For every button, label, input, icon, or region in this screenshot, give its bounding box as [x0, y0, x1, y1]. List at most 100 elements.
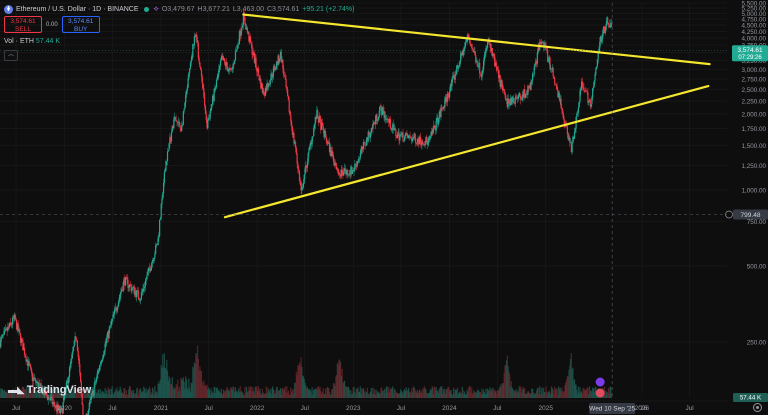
volume-bar [437, 390, 439, 398]
candle-body [294, 141, 297, 148]
volume-bar [69, 389, 71, 398]
volume-bar [256, 386, 258, 398]
volume-bar [498, 390, 500, 398]
volume-bar [106, 394, 109, 398]
volume-legend[interactable]: Vol · ETH 57.44 K [4, 38, 60, 45]
volume-bar [296, 374, 298, 398]
candle-body [201, 76, 203, 85]
candle-body [230, 68, 232, 69]
candle-body [244, 17, 246, 25]
candle-body [548, 57, 550, 60]
candle-body [588, 99, 591, 102]
trendlines[interactable] [223, 13, 711, 219]
volume-bar [356, 388, 358, 398]
candle-body [459, 60, 461, 66]
volume-bar [182, 377, 184, 398]
volume-bar [343, 381, 345, 398]
candle-body [210, 108, 212, 111]
volume-bar [18, 386, 20, 398]
volume-bar [489, 387, 491, 398]
collapse-legend-chevron-icon[interactable]: ︿ [4, 50, 18, 61]
candle-body [145, 279, 147, 281]
candle-body [392, 124, 394, 130]
candle-body [200, 67, 202, 71]
event-badge-icon [595, 377, 605, 387]
volume-bar [462, 389, 464, 398]
volume-bar [186, 387, 188, 398]
volume-bar [554, 389, 557, 398]
volume-bar [528, 393, 531, 398]
volume-bar [387, 392, 389, 398]
volume-bar [410, 391, 412, 398]
candle-body [125, 277, 127, 286]
compare-icon[interactable]: ⟡ [153, 4, 159, 13]
volume-bar [149, 388, 151, 398]
tradingview-logo[interactable]: ▬◣ TradingView [8, 384, 91, 396]
time-tick-label: Jul [493, 405, 502, 412]
candle-body [66, 380, 68, 383]
candle-body [200, 70, 203, 77]
volume-bar [544, 392, 546, 398]
candle-body [388, 119, 390, 123]
candle-body [479, 73, 482, 75]
sell-button[interactable]: 3,574.61 SELL [4, 16, 42, 33]
candle-body [47, 396, 49, 400]
candle-body [342, 172, 344, 176]
volume-bar [528, 391, 530, 398]
candle-body [604, 30, 606, 34]
volume-bar [185, 376, 187, 398]
volume-bar [338, 359, 340, 398]
candle-body [460, 53, 463, 56]
candle-body [237, 44, 239, 46]
volume-bar [376, 394, 378, 398]
candle-body [390, 128, 392, 130]
volume-bar [565, 379, 568, 398]
volume-bar [21, 386, 23, 398]
candle-body [19, 329, 21, 334]
candle-body [465, 41, 467, 43]
candle-body [68, 367, 71, 377]
volume-bar [383, 389, 385, 398]
price-tick-label: 2,750.00 [741, 77, 766, 84]
volume-bar [542, 387, 544, 398]
candle-body [319, 116, 321, 120]
candle-body [87, 409, 90, 415]
candle-body [295, 147, 297, 154]
volume-bar [364, 390, 366, 398]
candle-body [535, 61, 537, 66]
volume-bar [78, 386, 80, 398]
volume-bar [375, 389, 377, 398]
candle-body [370, 128, 373, 134]
volume-bar [362, 389, 364, 398]
volume-bar [135, 393, 137, 398]
symbol-title[interactable]: Ethereum / U.S. Dollar · 1D · BINANCE [16, 5, 139, 13]
candle-body [226, 62, 228, 67]
settings-gear-icon[interactable] [753, 403, 762, 412]
volume-bar [39, 389, 41, 398]
buy-button[interactable]: 3,574.61 BUY [61, 16, 100, 33]
candle-body [290, 121, 293, 127]
candle-body [69, 364, 71, 368]
volume-bar [521, 389, 523, 398]
candle-body [178, 121, 180, 126]
candle-body [515, 97, 517, 98]
candle-body [257, 68, 260, 75]
volume-bar [150, 392, 152, 398]
candle-body [129, 284, 131, 286]
time-axis[interactable]: Jul 2020 Jul 2021 Jul 2022 Jul 2023 Jul 2024 Jul 20… [0, 400, 727, 414]
volume-bar [202, 385, 204, 398]
candle-body [38, 384, 40, 388]
volume-bar [330, 394, 332, 398]
candle-body [144, 280, 146, 287]
price-change: +95.21 (+2.74%) [302, 5, 355, 13]
volume-bar [532, 392, 534, 398]
candle-body [75, 336, 77, 340]
candle-body [452, 76, 454, 80]
volume-bar [396, 392, 398, 398]
volume-bar [533, 394, 535, 398]
price-axis[interactable]: 5,500.005,250.005,000.004,750.004,500.00… [725, 0, 768, 415]
time-tick-label: Jul [685, 405, 694, 412]
candle-body [345, 172, 347, 175]
candle-body [290, 114, 292, 122]
